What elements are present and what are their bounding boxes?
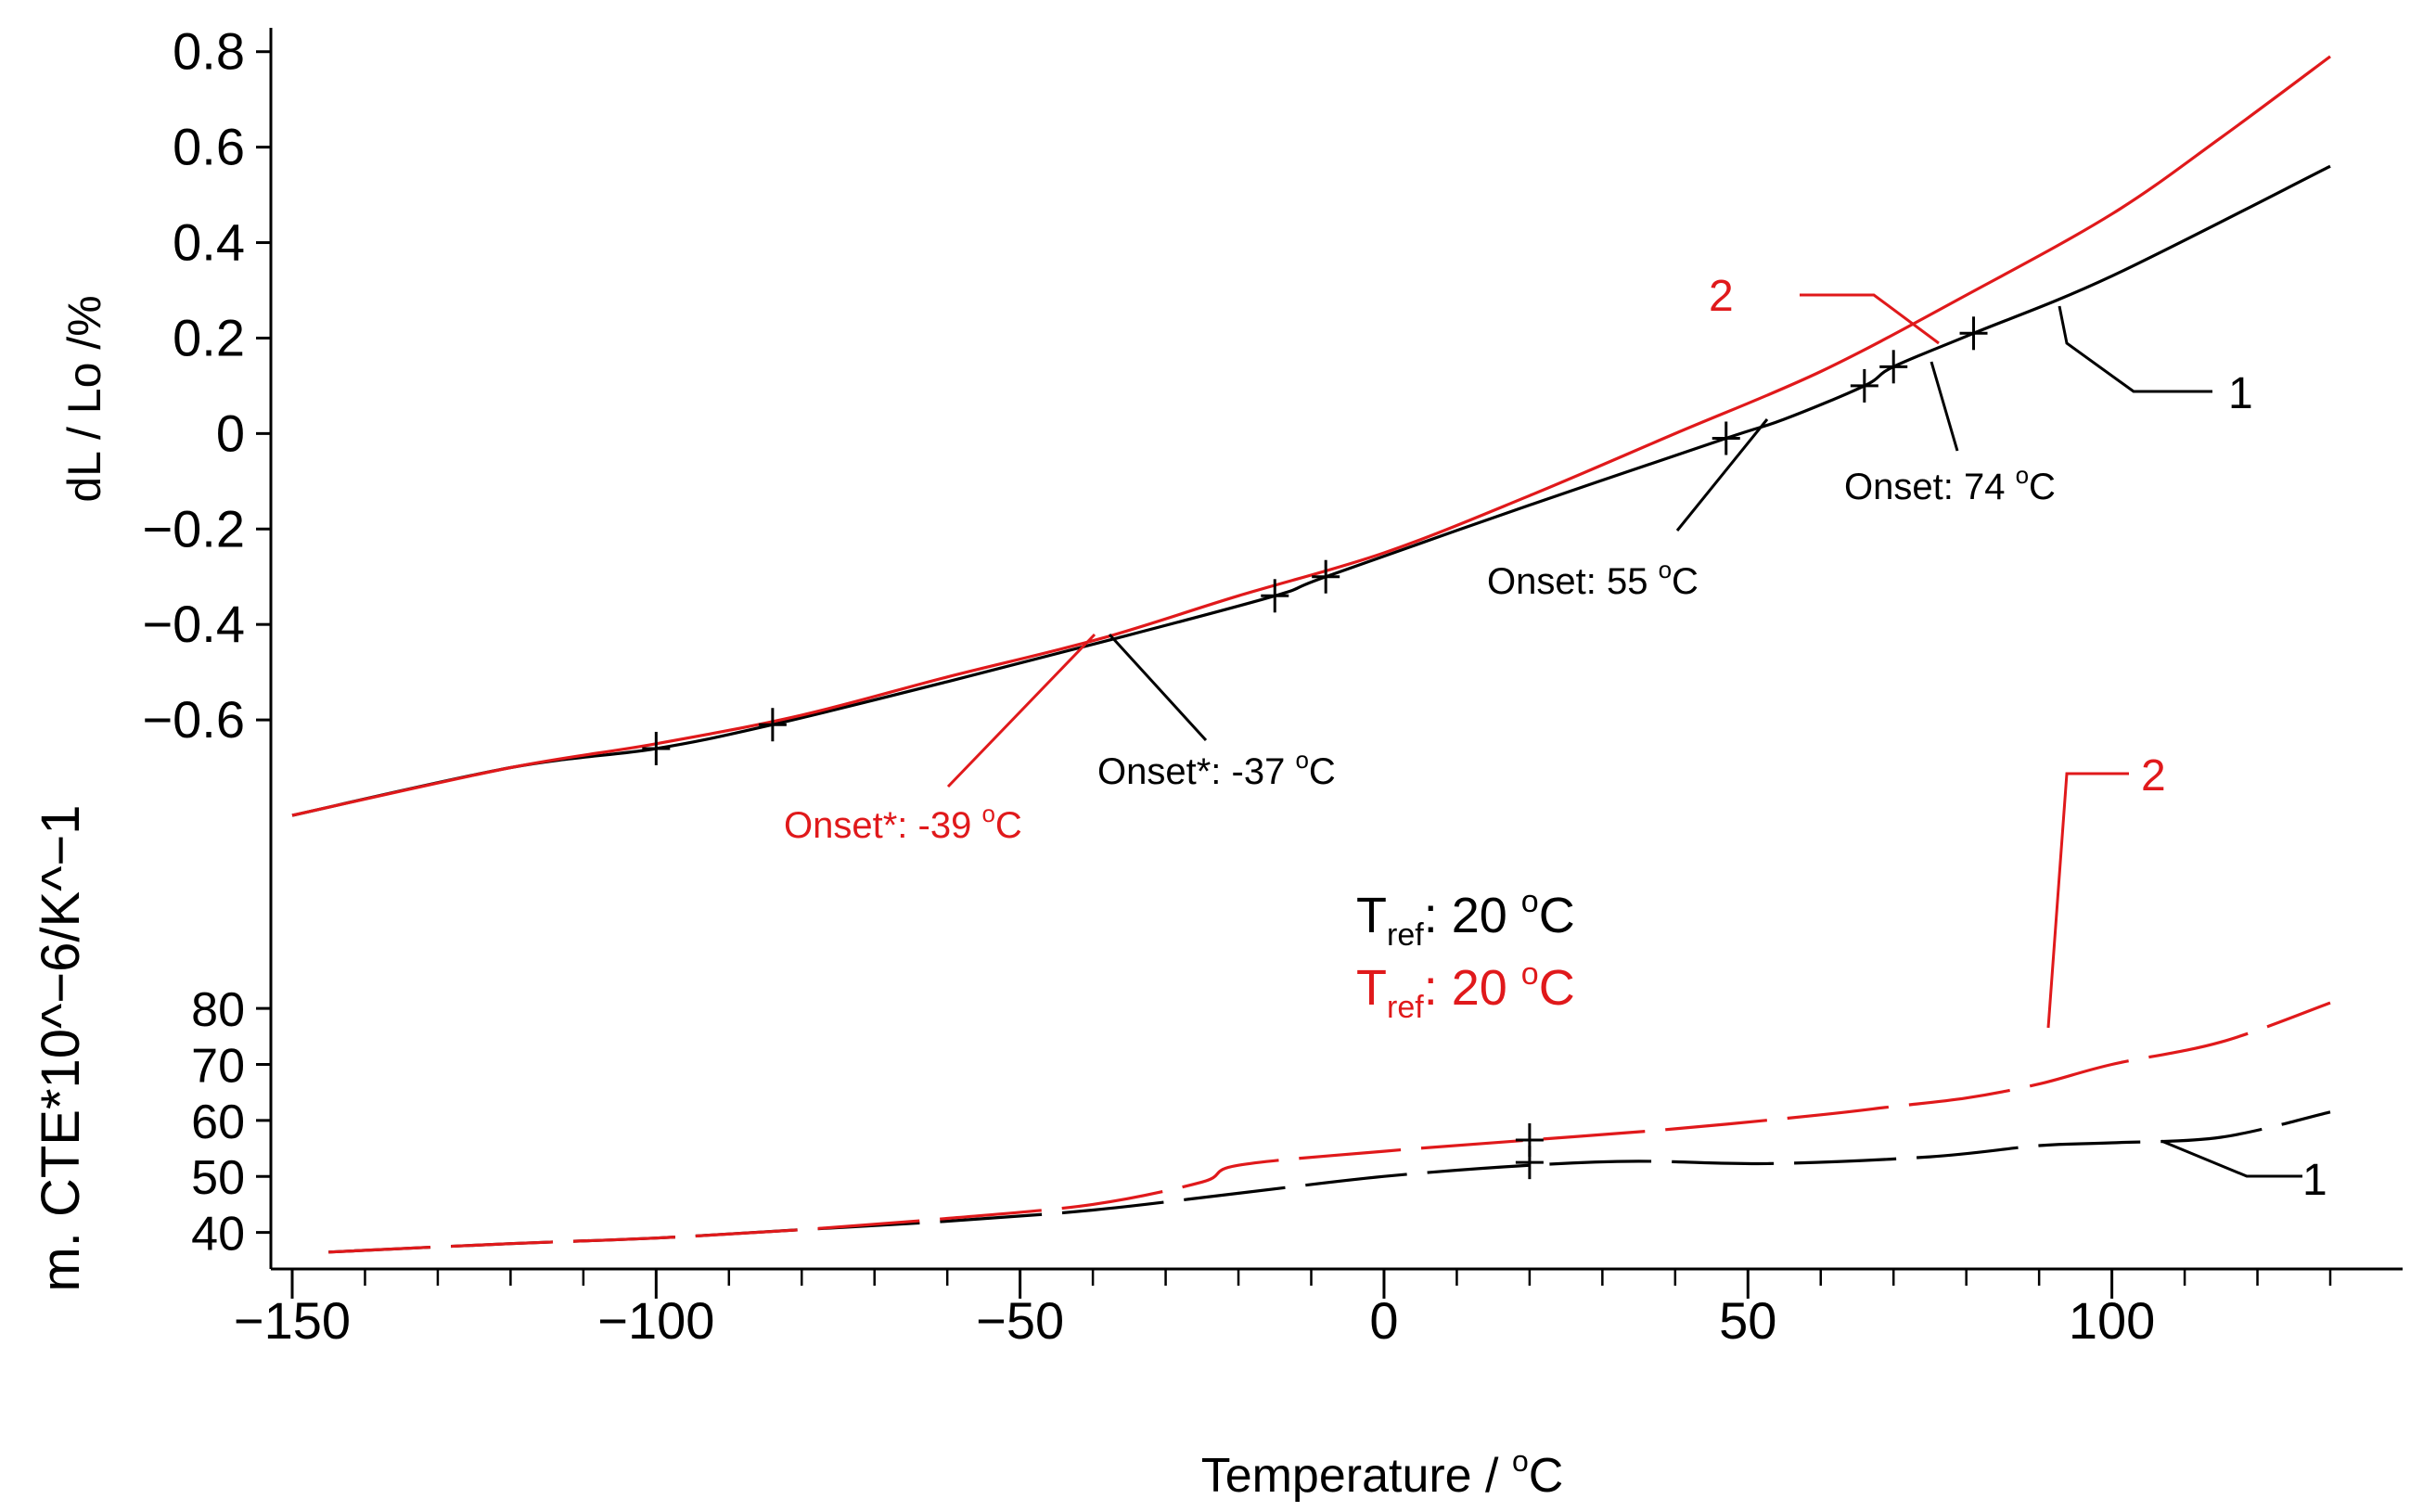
x-tick-label: −150 [234, 1291, 351, 1350]
leader-line-onset39 [946, 633, 1096, 788]
y-tick-label: 70 [191, 1039, 245, 1093]
series-label-2-lower: 2 [2141, 751, 2166, 801]
crosshair-markers [642, 316, 1988, 1180]
y-tick-label: 50 [191, 1151, 245, 1205]
y-tick-label: 0.4 [173, 213, 245, 272]
crosshair-marker [1515, 1146, 1544, 1180]
leader-line-2-upper [1800, 293, 1940, 345]
y-tick-label: 0.6 [173, 118, 245, 176]
x-tick-label: −100 [597, 1291, 714, 1350]
x-tick-label: 50 [1719, 1291, 1776, 1350]
onset-74-annotation: Onset: 74 oC [1844, 461, 2056, 507]
onset-star-39-annotation: Onset*: -39 oC [784, 800, 1022, 846]
y-tick-label: −0.4 [142, 595, 245, 653]
series-cte-2 [328, 1001, 2331, 1254]
crosshair-marker [1312, 559, 1340, 594]
series-label-1-upper: 1 [2228, 369, 2253, 418]
y-axis-title-cte: m. CTE*10^−6/K^−1 [31, 804, 91, 1291]
onset-55-annotation: Onset: 55 oC [1487, 556, 1699, 602]
x-axis-title: Temperature / oC [1201, 1444, 1564, 1503]
x-tick-label: 100 [2069, 1291, 2155, 1350]
crosshair-marker [1959, 316, 1988, 351]
y-tick-label: 80 [191, 983, 245, 1037]
crosshair-marker [642, 731, 671, 765]
y-tick-label: 0.8 [173, 22, 245, 81]
y-tick-label: 40 [191, 1208, 245, 1262]
leader-line-2-lower [2046, 772, 2129, 1029]
tref-red-label: Tref: 20 oC [1356, 956, 1575, 1025]
y-tick-label: 0.2 [173, 308, 245, 366]
y-axis-title-dl: dL / Lo /% [58, 295, 110, 502]
series-label-2-upper: 2 [1709, 272, 1734, 321]
leader-line-onset74 [1930, 361, 1959, 452]
tref-black-label: Tref: 20 oC [1356, 884, 1575, 953]
crosshair-marker [758, 708, 787, 742]
series-dl-2 [291, 55, 2331, 817]
series-dl-1 [291, 164, 2331, 817]
leader-line-1-lower [2160, 1139, 2302, 1178]
leader-line-onset55 [1675, 418, 1769, 532]
y-tick-label: −0.6 [142, 690, 245, 749]
crosshair-marker [1850, 368, 1878, 403]
crosshair-marker [1261, 579, 1289, 613]
y-tick-label: 0 [216, 404, 245, 462]
leader-line-onset37 [1108, 633, 1208, 742]
crosshair-marker [1712, 421, 1740, 455]
x-tick-label: 0 [1369, 1291, 1398, 1350]
x-tick-label: −50 [976, 1291, 1064, 1350]
x-ticks: −150 −100 −50 0 50 100 [234, 1269, 2332, 1350]
leader-line-1-upper [2058, 305, 2212, 393]
series-cte-1 [328, 1110, 2331, 1254]
leader-lines [946, 293, 2302, 1178]
series-layer [291, 55, 2331, 1254]
y-tick-label: 60 [191, 1096, 245, 1149]
onset-star-37-annotation: Onset*: -37 oC [1097, 746, 1336, 792]
crosshair-marker [1879, 350, 1908, 384]
series-label-1-lower: 1 [2302, 1156, 2327, 1205]
y-tick-label: −0.2 [142, 499, 245, 557]
